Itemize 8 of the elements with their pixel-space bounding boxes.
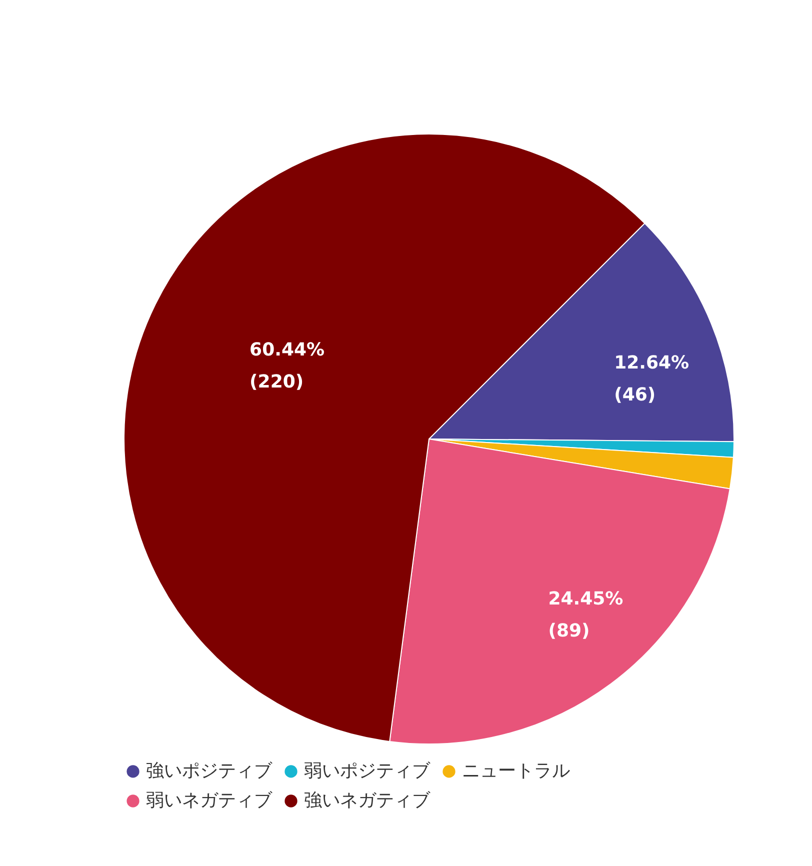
data-label: 12.64% (46) — [614, 352, 690, 406]
legend-label: 弱いネガティブ — [146, 790, 273, 811]
legend-label: ニュートラル — [462, 760, 570, 782]
legend-label: 強いネガティブ — [304, 790, 431, 811]
data-label: 24.45% (89) — [548, 588, 624, 642]
legend-label: 強いポジティブ — [146, 760, 273, 782]
data-label: 60.44% (220) — [250, 340, 325, 393]
legend-label: 弱いポジティブ — [304, 760, 431, 782]
